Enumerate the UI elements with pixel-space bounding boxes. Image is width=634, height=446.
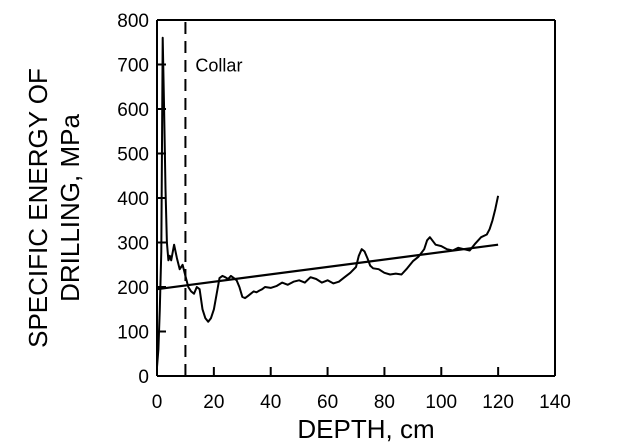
x-tick-label: 80 bbox=[374, 392, 395, 413]
x-axis-title: DEPTH, cm bbox=[297, 414, 434, 444]
x-ticks: 0 20 40 60 80 100 120 140 bbox=[152, 367, 571, 413]
y-tick-label: 0 bbox=[138, 367, 149, 388]
x-tick-label: 0 bbox=[152, 392, 163, 413]
y-tick-label: 100 bbox=[117, 323, 149, 344]
x-tick-label: 140 bbox=[539, 392, 571, 413]
series-group bbox=[156, 36, 500, 368]
y-ticks: 0 100 200 300 400 500 600 700 800 bbox=[117, 11, 166, 388]
collar-label: Collar bbox=[195, 56, 242, 76]
y-tick-label: 800 bbox=[117, 11, 149, 32]
y-tick-label: 700 bbox=[117, 56, 149, 77]
y-tick-label: 600 bbox=[117, 100, 149, 121]
y-axis-title: SPECIFIC ENERGY OF DRILLING, MPa bbox=[23, 68, 85, 348]
y-tick-label: 500 bbox=[117, 145, 149, 166]
y-tick-label: 200 bbox=[117, 278, 149, 299]
y-tick-label: 400 bbox=[117, 189, 149, 210]
y-axis-title-line: SPECIFIC ENERGY OF bbox=[23, 68, 53, 348]
y-tick-label: 300 bbox=[117, 234, 149, 255]
x-tick-label: 20 bbox=[203, 392, 224, 413]
x-tick-label: 60 bbox=[317, 392, 338, 413]
x-tick-label: 40 bbox=[260, 392, 281, 413]
annotations: Collar bbox=[184, 22, 242, 376]
trend-line bbox=[156, 243, 499, 291]
x-tick-label: 100 bbox=[425, 392, 457, 413]
measured-energy-line bbox=[156, 36, 500, 368]
x-tick-label: 120 bbox=[482, 392, 514, 413]
y-axis-title-line: DRILLING, MPa bbox=[55, 114, 85, 302]
